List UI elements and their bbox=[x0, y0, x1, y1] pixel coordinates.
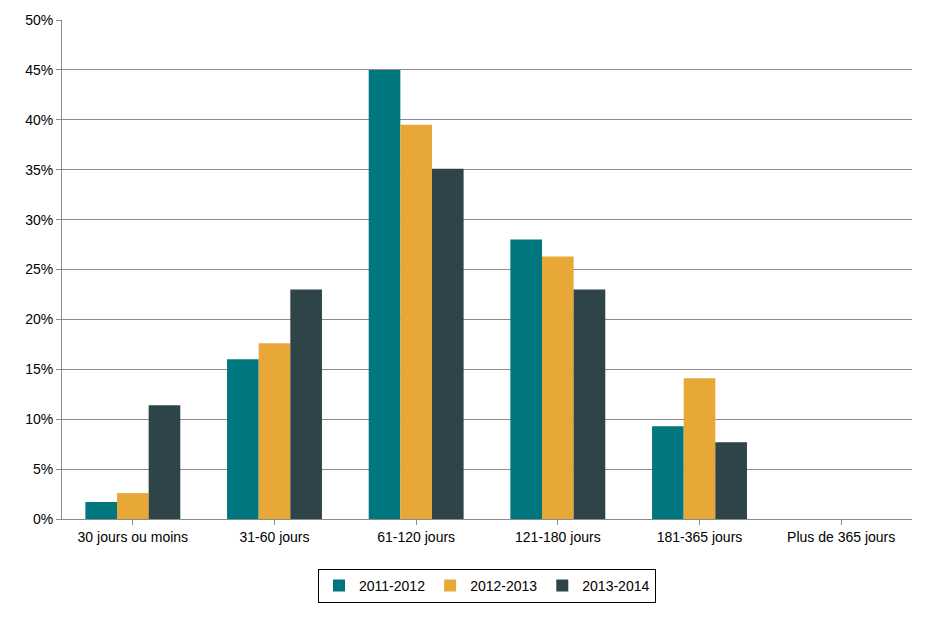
svg-text:50%: 50% bbox=[25, 12, 53, 28]
svg-text:30 jours ou moins: 30 jours ou moins bbox=[78, 529, 189, 545]
svg-text:40%: 40% bbox=[25, 112, 53, 128]
svg-text:10%: 10% bbox=[25, 411, 53, 427]
svg-text:2011-2012: 2011-2012 bbox=[359, 578, 425, 594]
svg-text:35%: 35% bbox=[25, 162, 53, 178]
svg-text:Plus de 365 jours: Plus de 365 jours bbox=[787, 529, 895, 545]
svg-text:61-120 jours: 61-120 jours bbox=[377, 529, 455, 545]
svg-text:5%: 5% bbox=[33, 461, 53, 477]
svg-text:30%: 30% bbox=[25, 212, 53, 228]
svg-text:31-60 jours: 31-60 jours bbox=[239, 529, 309, 545]
svg-text:2013-2014: 2013-2014 bbox=[582, 578, 649, 594]
svg-text:121-180 jours: 121-180 jours bbox=[515, 529, 601, 545]
svg-text:45%: 45% bbox=[25, 62, 53, 78]
svg-text:15%: 15% bbox=[25, 361, 53, 377]
svg-text:2012-2013: 2012-2013 bbox=[470, 578, 537, 594]
svg-text:0%: 0% bbox=[33, 511, 53, 527]
svg-text:20%: 20% bbox=[25, 311, 53, 327]
svg-text:25%: 25% bbox=[25, 261, 53, 277]
svg-text:181-365 jours: 181-365 jours bbox=[657, 529, 743, 545]
